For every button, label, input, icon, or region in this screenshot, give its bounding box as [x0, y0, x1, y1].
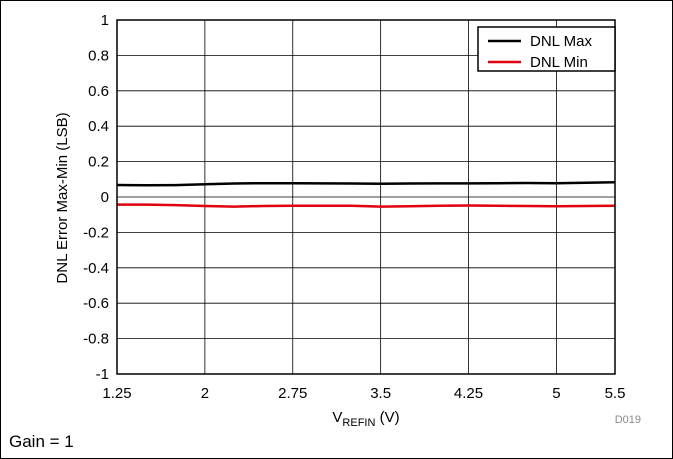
- series-line-dnl-min: [117, 203, 616, 208]
- x-tick-label: 1.25: [102, 385, 131, 402]
- legend: DNL Max DNL Min: [477, 26, 616, 72]
- y-tick-label: -0.4: [83, 260, 109, 277]
- x-axis-label-sub: REFIN: [342, 417, 375, 429]
- legend-box: [477, 26, 616, 72]
- x-axis-label: VREFIN (V): [332, 409, 399, 429]
- x-tick-label: 3.5: [370, 385, 391, 402]
- y-tick-label: -0.6: [83, 295, 109, 312]
- chart-code: D019: [615, 414, 641, 426]
- footer-note: Gain = 1: [9, 432, 74, 451]
- y-tick-label: 0.2: [88, 154, 109, 171]
- x-tick-label: 2.75: [278, 385, 307, 402]
- y-tick-label: -0.8: [83, 331, 109, 348]
- x-tick-label: 5.5: [605, 385, 626, 402]
- x-axis-label-main: V: [332, 409, 342, 426]
- x-tick-label: 2: [201, 385, 209, 402]
- legend-label-dnl-min: DNL Min: [530, 54, 588, 71]
- legend-label-dnl-max: DNL Max: [530, 33, 592, 50]
- plot-area-border: [116, 19, 616, 375]
- x-axis-ticks: 1.25 2 2.75 3.5 4.25 5 5.5: [102, 385, 625, 402]
- y-tick-label: -1: [96, 366, 109, 383]
- x-tick-label: 4.25: [454, 385, 483, 402]
- y-tick-label: -0.2: [83, 224, 109, 241]
- y-tick-label: 1: [101, 12, 109, 29]
- x-tick-label: 5: [552, 385, 560, 402]
- x-axis-label-unit: (V): [375, 409, 399, 426]
- grid: [116, 19, 616, 375]
- y-tick-label: 0.6: [88, 83, 109, 100]
- y-tick-label: 0: [101, 189, 109, 206]
- y-tick-label: 0.4: [88, 118, 109, 135]
- series-line-dnl-max: [116, 181, 616, 187]
- y-axis-label: DNL Error Max-Min (LSB): [54, 112, 71, 283]
- y-tick-label: 0.8: [88, 47, 109, 64]
- y-axis-ticks: -1 -0.8 -0.6 -0.4 -0.2 0 0.2 0.4 0.6 0.8 1: [83, 12, 109, 383]
- series: [116, 181, 616, 208]
